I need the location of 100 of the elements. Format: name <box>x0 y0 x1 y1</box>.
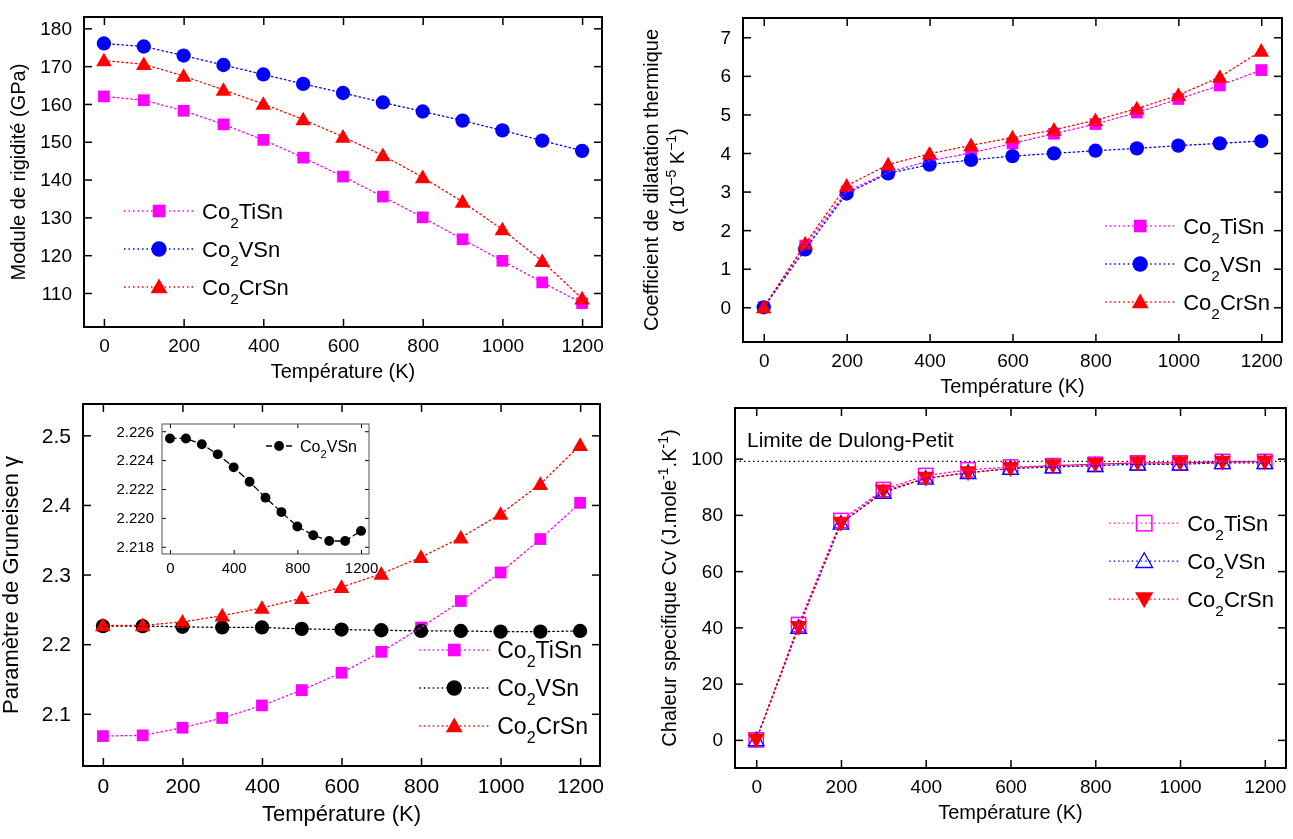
point <box>574 143 590 158</box>
x-axis-title: Température (K) <box>938 801 1083 823</box>
point <box>215 82 232 96</box>
legend-label: Co$_{2}$TiSn <box>1183 213 1265 246</box>
y-tick-label: 0 <box>712 729 723 751</box>
point <box>1212 69 1228 83</box>
y-tick-label: 60 <box>701 560 723 582</box>
y-tick-label: 110 <box>41 282 72 304</box>
y-tick-label: 130 <box>40 206 72 228</box>
point <box>215 620 230 635</box>
point <box>963 152 979 168</box>
x-tick-label: 800 <box>1080 350 1112 372</box>
y-tick-label: 160 <box>40 93 72 115</box>
point <box>256 67 271 82</box>
point <box>216 57 231 73</box>
point <box>574 497 586 509</box>
x-tick-label: 800 <box>1079 776 1112 798</box>
point <box>335 85 351 101</box>
y-tick-label: 1 <box>720 258 731 280</box>
point <box>96 36 112 51</box>
x-tick-label: 400 <box>221 558 247 576</box>
point <box>296 76 311 92</box>
point <box>333 579 350 593</box>
point <box>335 666 348 679</box>
point <box>1254 133 1269 149</box>
y-tick-label: 180 <box>40 17 72 39</box>
y-tick-label: 170 <box>40 55 72 77</box>
point <box>135 56 152 71</box>
x-axis-title: Température (K) <box>262 801 421 826</box>
x-tick-label: 1000 <box>1159 776 1202 798</box>
x-tick-label: 200 <box>165 773 201 797</box>
point <box>572 437 588 451</box>
point <box>136 39 151 54</box>
point <box>293 590 310 605</box>
legend-label: Co$_{2}$VSn <box>1183 251 1262 284</box>
legend-label: Co$_{2}$CrSn <box>497 713 588 747</box>
x-tick-label: 1200 <box>344 558 379 576</box>
point <box>496 254 509 267</box>
point <box>337 170 349 183</box>
legend-label: Co$_{2}$CrSn <box>1187 586 1274 619</box>
point <box>492 506 509 520</box>
y-tick-label: 80 <box>701 504 723 526</box>
x-tick-label: 400 <box>247 335 280 357</box>
x-tick-label: 400 <box>914 350 946 372</box>
y-tick-label: 2.2 <box>41 632 71 656</box>
x-tick-label: 600 <box>327 335 360 357</box>
ref-line-label: Limite de Dulong-Petit <box>747 428 954 452</box>
y-tick-label: 2.1 <box>41 702 71 726</box>
y-tick-label: 20 <box>701 673 723 695</box>
y-tick-label: 5 <box>720 104 731 126</box>
y-tick-label: 150 <box>40 131 72 153</box>
x-tick-label: 1200 <box>1244 776 1287 798</box>
x-tick-label: 600 <box>324 773 360 797</box>
point <box>257 134 270 146</box>
point <box>493 624 508 639</box>
point <box>534 533 547 545</box>
x-tick-label: 1000 <box>481 335 525 357</box>
point <box>295 684 308 696</box>
x-tick-label: 1200 <box>561 335 604 357</box>
point <box>1005 148 1020 164</box>
y-tick-label: 6 <box>720 65 731 87</box>
x-tick-label: 0 <box>166 558 175 576</box>
point <box>254 620 270 635</box>
x-axis-title: Température (K) <box>270 360 416 382</box>
point <box>97 730 109 742</box>
x-tick-label: 0 <box>97 773 110 797</box>
point <box>176 48 191 63</box>
y-tick-label: 4 <box>720 142 732 164</box>
point <box>375 645 388 658</box>
y-tick-label: 2.226 <box>116 422 154 440</box>
legend-label: Co$_{2}$TiSn <box>1187 510 1269 543</box>
point <box>454 595 467 607</box>
point <box>137 94 150 107</box>
point <box>453 529 469 544</box>
point <box>216 712 229 724</box>
x-tick-label: 0 <box>758 350 770 372</box>
point <box>96 52 112 67</box>
point <box>572 623 588 639</box>
point <box>1129 141 1145 156</box>
y-tick-label: 0 <box>720 296 731 318</box>
point <box>175 68 192 82</box>
point <box>963 137 979 152</box>
point <box>136 729 149 742</box>
point <box>98 90 110 103</box>
legend-label: Co$_{2}$CrSn <box>202 274 289 307</box>
point <box>535 133 550 148</box>
point <box>165 433 175 444</box>
point <box>294 621 309 637</box>
y-tick-label: 2.4 <box>41 493 72 517</box>
y-tick-label: 7 <box>720 26 731 48</box>
point <box>335 129 351 143</box>
y-tick-label: 120 <box>40 244 72 266</box>
point <box>374 623 389 638</box>
x-tick-label: 600 <box>995 776 1027 798</box>
x-tick-label: 400 <box>910 776 943 798</box>
point <box>533 624 548 639</box>
legend-label: Co$_{2}$TiSn <box>497 637 583 671</box>
point <box>1171 138 1186 153</box>
x-tick-label: 200 <box>168 335 200 357</box>
legend-label: Co$_{2}$TiSn <box>202 198 284 231</box>
